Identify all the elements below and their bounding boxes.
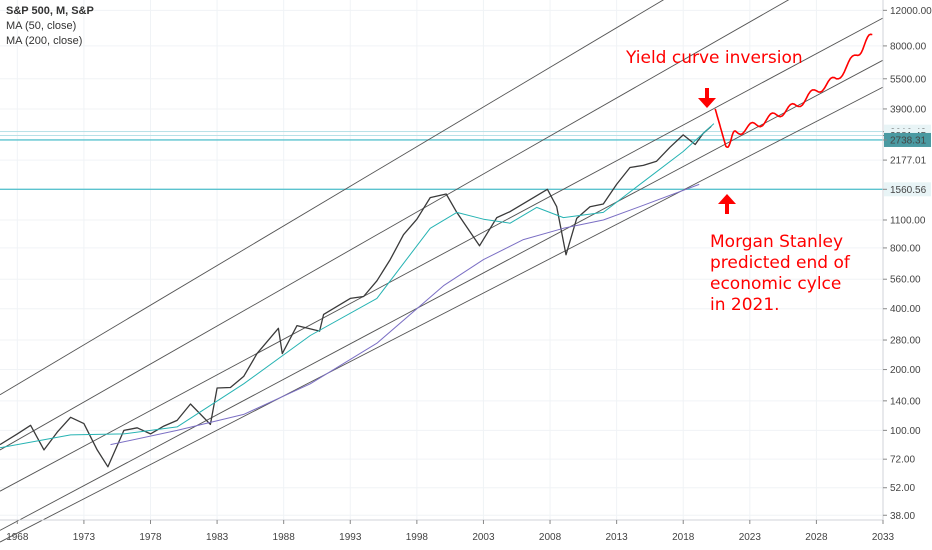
- price-line: [0, 125, 712, 468]
- arrow-up-icon: [718, 194, 736, 214]
- series-layer: [0, 33, 873, 468]
- y-tick-label: 52.00: [890, 483, 915, 494]
- arrow-up-icon-head: [718, 194, 736, 204]
- annotation-yield-curve: Yield curve inversion: [626, 48, 803, 68]
- x-tick-label: 2003: [472, 532, 495, 543]
- chart-legend: S&P 500, M, S&P MA (50, close) MA (200, …: [6, 4, 94, 49]
- x-tick-label: 2018: [672, 532, 695, 543]
- projection-line: [714, 33, 873, 148]
- y-tick-label: 140.00: [890, 396, 921, 407]
- y-tick-label: 400.00: [890, 304, 921, 315]
- y-tick-label: 3900.00: [890, 104, 927, 115]
- x-tick-label: 2013: [606, 532, 629, 543]
- x-tick-label: 1968: [6, 532, 29, 543]
- y-tick-label: 800.00: [890, 243, 921, 254]
- x-tick-label: 1998: [406, 532, 429, 543]
- y-tick-label: 38.00: [890, 511, 915, 522]
- arrow-down-icon: [698, 88, 716, 108]
- x-tick-label: 1973: [73, 532, 96, 543]
- y-tick-label: 560.00: [890, 275, 921, 286]
- channel-line: [0, 0, 665, 396]
- y-tick-label: 1560.56: [890, 185, 927, 196]
- legend-ma200: MA (200, close): [6, 35, 83, 47]
- x-axis: 1968 1973 1978 1983 1988 1993 1998 2003 2008 2013…: [0, 519, 895, 543]
- x-tick-label: 1988: [273, 532, 296, 543]
- y-tick-label: 1100.00: [890, 215, 926, 226]
- y-tick-label: 200.00: [890, 365, 921, 376]
- level-label-bg: [884, 182, 931, 197]
- y-tick-label: 12000.00: [890, 6, 932, 17]
- ma200-line: [110, 183, 700, 446]
- x-tick-label: 2033: [872, 532, 895, 543]
- x-tick-label: 1978: [139, 532, 162, 543]
- x-tick-label: 2008: [539, 532, 562, 543]
- x-tick-label: 1983: [206, 532, 229, 543]
- y-tick-label: 280.00: [890, 336, 921, 347]
- trend-channels: [0, 0, 884, 543]
- y-tick-label: 5500.00: [890, 74, 927, 85]
- channel-line: [0, 59, 884, 531]
- y-tick-label: 2177.01: [890, 156, 927, 167]
- y-tick-label: 72.00: [890, 455, 915, 466]
- channel-line: [0, 86, 884, 543]
- legend-ma50: MA (50, close): [6, 20, 77, 32]
- y-tick-label: 100.00: [890, 426, 921, 437]
- y-axis: 12000.008000.005500.003900.003010.482881…: [882, 0, 932, 550]
- channel-line: [0, 17, 884, 492]
- y-tick-label: 8000.00: [890, 41, 927, 52]
- legend-title: S&P 500, M, S&P: [6, 5, 94, 17]
- x-tick-label: 1993: [339, 532, 362, 543]
- channel-line: [0, 0, 790, 451]
- level-label-bg: [884, 132, 931, 147]
- annotation-morgan-stanley: Morgan Stanley predicted end of economic…: [710, 232, 850, 315]
- y-axis-bg: [883, 0, 932, 550]
- arrow-down-icon-head: [698, 98, 716, 108]
- x-tick-label: 2023: [739, 532, 762, 543]
- y-tick-label: 2738.31: [890, 135, 927, 146]
- ma50-line: [0, 123, 715, 449]
- x-tick-label: 2028: [805, 532, 828, 543]
- annotation-arrows: [698, 88, 736, 214]
